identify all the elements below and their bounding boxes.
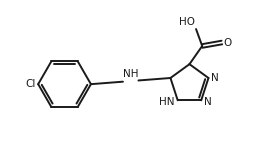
Text: O: O (223, 37, 232, 48)
Text: N: N (211, 73, 219, 83)
Text: Cl: Cl (26, 79, 36, 89)
Text: N: N (204, 97, 212, 107)
Text: HO: HO (179, 17, 195, 27)
Text: HN: HN (159, 97, 175, 107)
Text: NH: NH (123, 69, 138, 79)
